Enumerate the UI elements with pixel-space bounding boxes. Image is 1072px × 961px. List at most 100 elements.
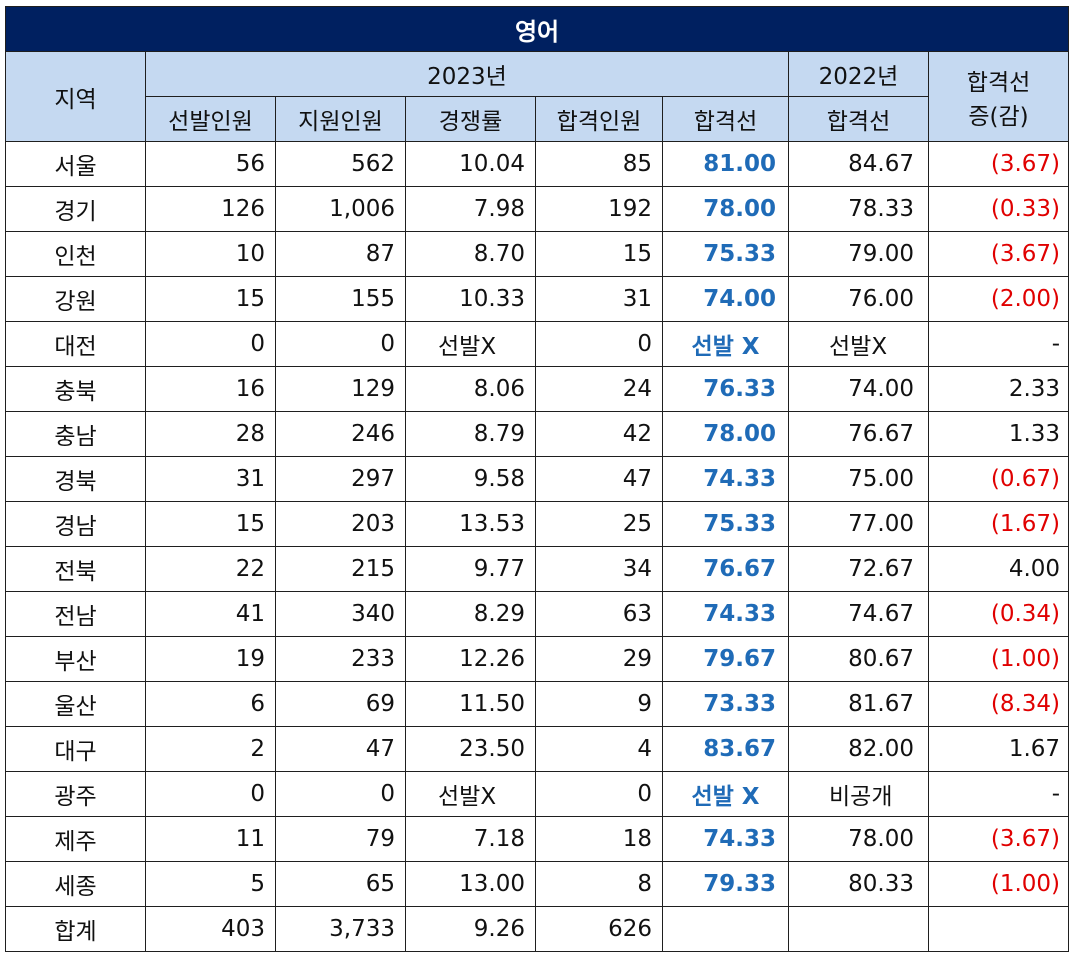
cutoff-2023-cell: 79.33 bbox=[662, 861, 789, 907]
table-row: 충북 16 129 8.06 24 76.33 74.00 2.33 bbox=[5, 366, 1070, 412]
applicants-cell: 69 bbox=[275, 681, 406, 727]
table-row: 강원 15 155 10.33 31 74.00 76.00 (2.00) bbox=[5, 276, 1070, 322]
header-passed: 합격인원 bbox=[535, 96, 663, 142]
change-cell: (0.34) bbox=[927, 591, 1070, 637]
header-change-line1: 합격선 bbox=[966, 69, 1031, 96]
cutoff-2022-cell: 비공개 bbox=[788, 771, 929, 817]
table-row: 부산 19 233 12.26 29 79.67 80.67 (1.00) bbox=[5, 636, 1070, 682]
selected-cell: 19 bbox=[145, 636, 276, 682]
change-cell: 1.67 bbox=[927, 726, 1070, 772]
ratio-cell: 13.53 bbox=[405, 501, 536, 547]
selected-cell: 56 bbox=[145, 141, 276, 187]
selected-cell: 11 bbox=[145, 816, 276, 862]
ratio-cell: 13.00 bbox=[405, 861, 536, 907]
header-cutoff-2023: 합격선 bbox=[662, 96, 789, 142]
change-cell: (2.00) bbox=[927, 276, 1070, 322]
cutoff-2022-cell: 72.67 bbox=[788, 546, 929, 592]
cutoff-2023-cell: 83.67 bbox=[662, 726, 789, 772]
selected-cell: 22 bbox=[145, 546, 276, 592]
cutoff-2023-cell: 74.33 bbox=[662, 456, 789, 502]
change-cell: (3.67) bbox=[927, 816, 1070, 862]
table-row: 전남 41 340 8.29 63 74.33 74.67 (0.34) bbox=[5, 591, 1070, 637]
passed-cell: 18 bbox=[535, 816, 663, 862]
header-year-2023: 2023년 bbox=[145, 51, 789, 97]
table-row: 제주 11 79 7.18 18 74.33 78.00 (3.67) bbox=[5, 816, 1070, 862]
passed-cell: 85 bbox=[535, 141, 663, 187]
region-cell: 대전 bbox=[5, 321, 146, 367]
cutoff-2022-cell: 76.00 bbox=[788, 276, 929, 322]
passed-cell: 47 bbox=[535, 456, 663, 502]
ratio-cell: 23.50 bbox=[405, 726, 536, 772]
table-row: 충남 28 246 8.79 42 78.00 76.67 1.33 bbox=[5, 411, 1070, 457]
ratio-cell: 7.18 bbox=[405, 816, 536, 862]
total-row: 합계 403 3,733 9.26 626 bbox=[5, 906, 1070, 952]
cutoff-2022-cell: 80.67 bbox=[788, 636, 929, 682]
region-cell: 전남 bbox=[5, 591, 146, 637]
table-row: 경남 15 203 13.53 25 75.33 77.00 (1.67) bbox=[5, 501, 1070, 547]
cutoff-2023-cell: 74.33 bbox=[662, 816, 789, 862]
passed-cell: 15 bbox=[535, 231, 663, 277]
passed-cell: 34 bbox=[535, 546, 663, 592]
selected-cell: 126 bbox=[145, 186, 276, 232]
cutoff-2022-cell: 82.00 bbox=[788, 726, 929, 772]
selected-cell: 41 bbox=[145, 591, 276, 637]
region-cell: 전북 bbox=[5, 546, 146, 592]
change-cell: - bbox=[927, 321, 1070, 367]
applicants-cell: 562 bbox=[275, 141, 406, 187]
ratio-cell: 11.50 bbox=[405, 681, 536, 727]
applicants-cell: 65 bbox=[275, 861, 406, 907]
header-selected: 선발인원 bbox=[145, 96, 276, 142]
selected-cell: 5 bbox=[145, 861, 276, 907]
cutoff-2023-cell: 75.33 bbox=[662, 231, 789, 277]
cutoff-2022-cell: 79.00 bbox=[788, 231, 929, 277]
ratio-cell: 10.04 bbox=[405, 141, 536, 187]
region-cell: 울산 bbox=[5, 681, 146, 727]
ratio-cell: 10.33 bbox=[405, 276, 536, 322]
cutoff-2023-cell: 78.00 bbox=[662, 186, 789, 232]
cutoff-2022-cell: 77.00 bbox=[788, 501, 929, 547]
cutoff-2023-cell: 81.00 bbox=[662, 141, 789, 187]
empty-cell bbox=[788, 906, 929, 952]
change-cell: (1.00) bbox=[927, 861, 1070, 907]
change-cell: (1.67) bbox=[927, 501, 1070, 547]
ratio-cell: 선발X bbox=[405, 321, 536, 367]
ratio-cell: 8.06 bbox=[405, 366, 536, 412]
region-cell: 충남 bbox=[5, 411, 146, 457]
cutoff-2022-cell: 78.00 bbox=[788, 816, 929, 862]
passed-cell: 192 bbox=[535, 186, 663, 232]
table-row: 울산 6 69 11.50 9 73.33 81.67 (8.34) bbox=[5, 681, 1070, 727]
applicants-cell: 1,006 bbox=[275, 186, 406, 232]
ratio-cell: 선발X bbox=[405, 771, 536, 817]
ratio-cell: 12.26 bbox=[405, 636, 536, 682]
header-year-2022: 2022년 bbox=[788, 51, 929, 97]
table-row: 인천 10 87 8.70 15 75.33 79.00 (3.67) bbox=[5, 231, 1070, 277]
total-ratio: 9.26 bbox=[405, 906, 536, 952]
change-cell: (0.33) bbox=[927, 186, 1070, 232]
header-cutoff-2022: 합격선 bbox=[788, 96, 929, 142]
applicants-cell: 0 bbox=[275, 771, 406, 817]
selected-cell: 0 bbox=[145, 321, 276, 367]
ratio-cell: 7.98 bbox=[405, 186, 536, 232]
table-row: 경기 126 1,006 7.98 192 78.00 78.33 (0.33) bbox=[5, 186, 1070, 232]
region-cell: 서울 bbox=[5, 141, 146, 187]
applicants-cell: 87 bbox=[275, 231, 406, 277]
selected-cell: 15 bbox=[145, 501, 276, 547]
empty-cell bbox=[927, 906, 1070, 952]
table-body: 서울 56 562 10.04 85 81.00 84.67 (3.67) 경기 126 1,006… bbox=[5, 141, 1070, 952]
change-cell: (8.34) bbox=[927, 681, 1070, 727]
cutoff-2022-cell: 선발X bbox=[788, 321, 929, 367]
total-applicants: 3,733 bbox=[275, 906, 406, 952]
change-cell: 1.33 bbox=[927, 411, 1070, 457]
total-selected: 403 bbox=[145, 906, 276, 952]
total-label: 합계 bbox=[5, 906, 146, 952]
cutoff-2022-cell: 74.00 bbox=[788, 366, 929, 412]
table-title: 영어 bbox=[4, 6, 1070, 52]
cutoff-2023-cell: 79.67 bbox=[662, 636, 789, 682]
region-cell: 경기 bbox=[5, 186, 146, 232]
selected-cell: 16 bbox=[145, 366, 276, 412]
selected-cell: 15 bbox=[145, 276, 276, 322]
ratio-cell: 8.29 bbox=[405, 591, 536, 637]
region-cell: 경남 bbox=[5, 501, 146, 547]
cutoff-2022-cell: 78.33 bbox=[788, 186, 929, 232]
cutoff-2022-cell: 84.67 bbox=[788, 141, 929, 187]
